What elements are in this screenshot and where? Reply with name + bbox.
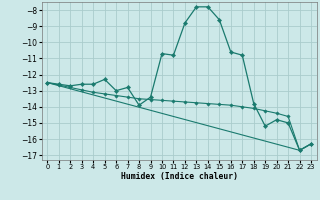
X-axis label: Humidex (Indice chaleur): Humidex (Indice chaleur) xyxy=(121,172,238,181)
